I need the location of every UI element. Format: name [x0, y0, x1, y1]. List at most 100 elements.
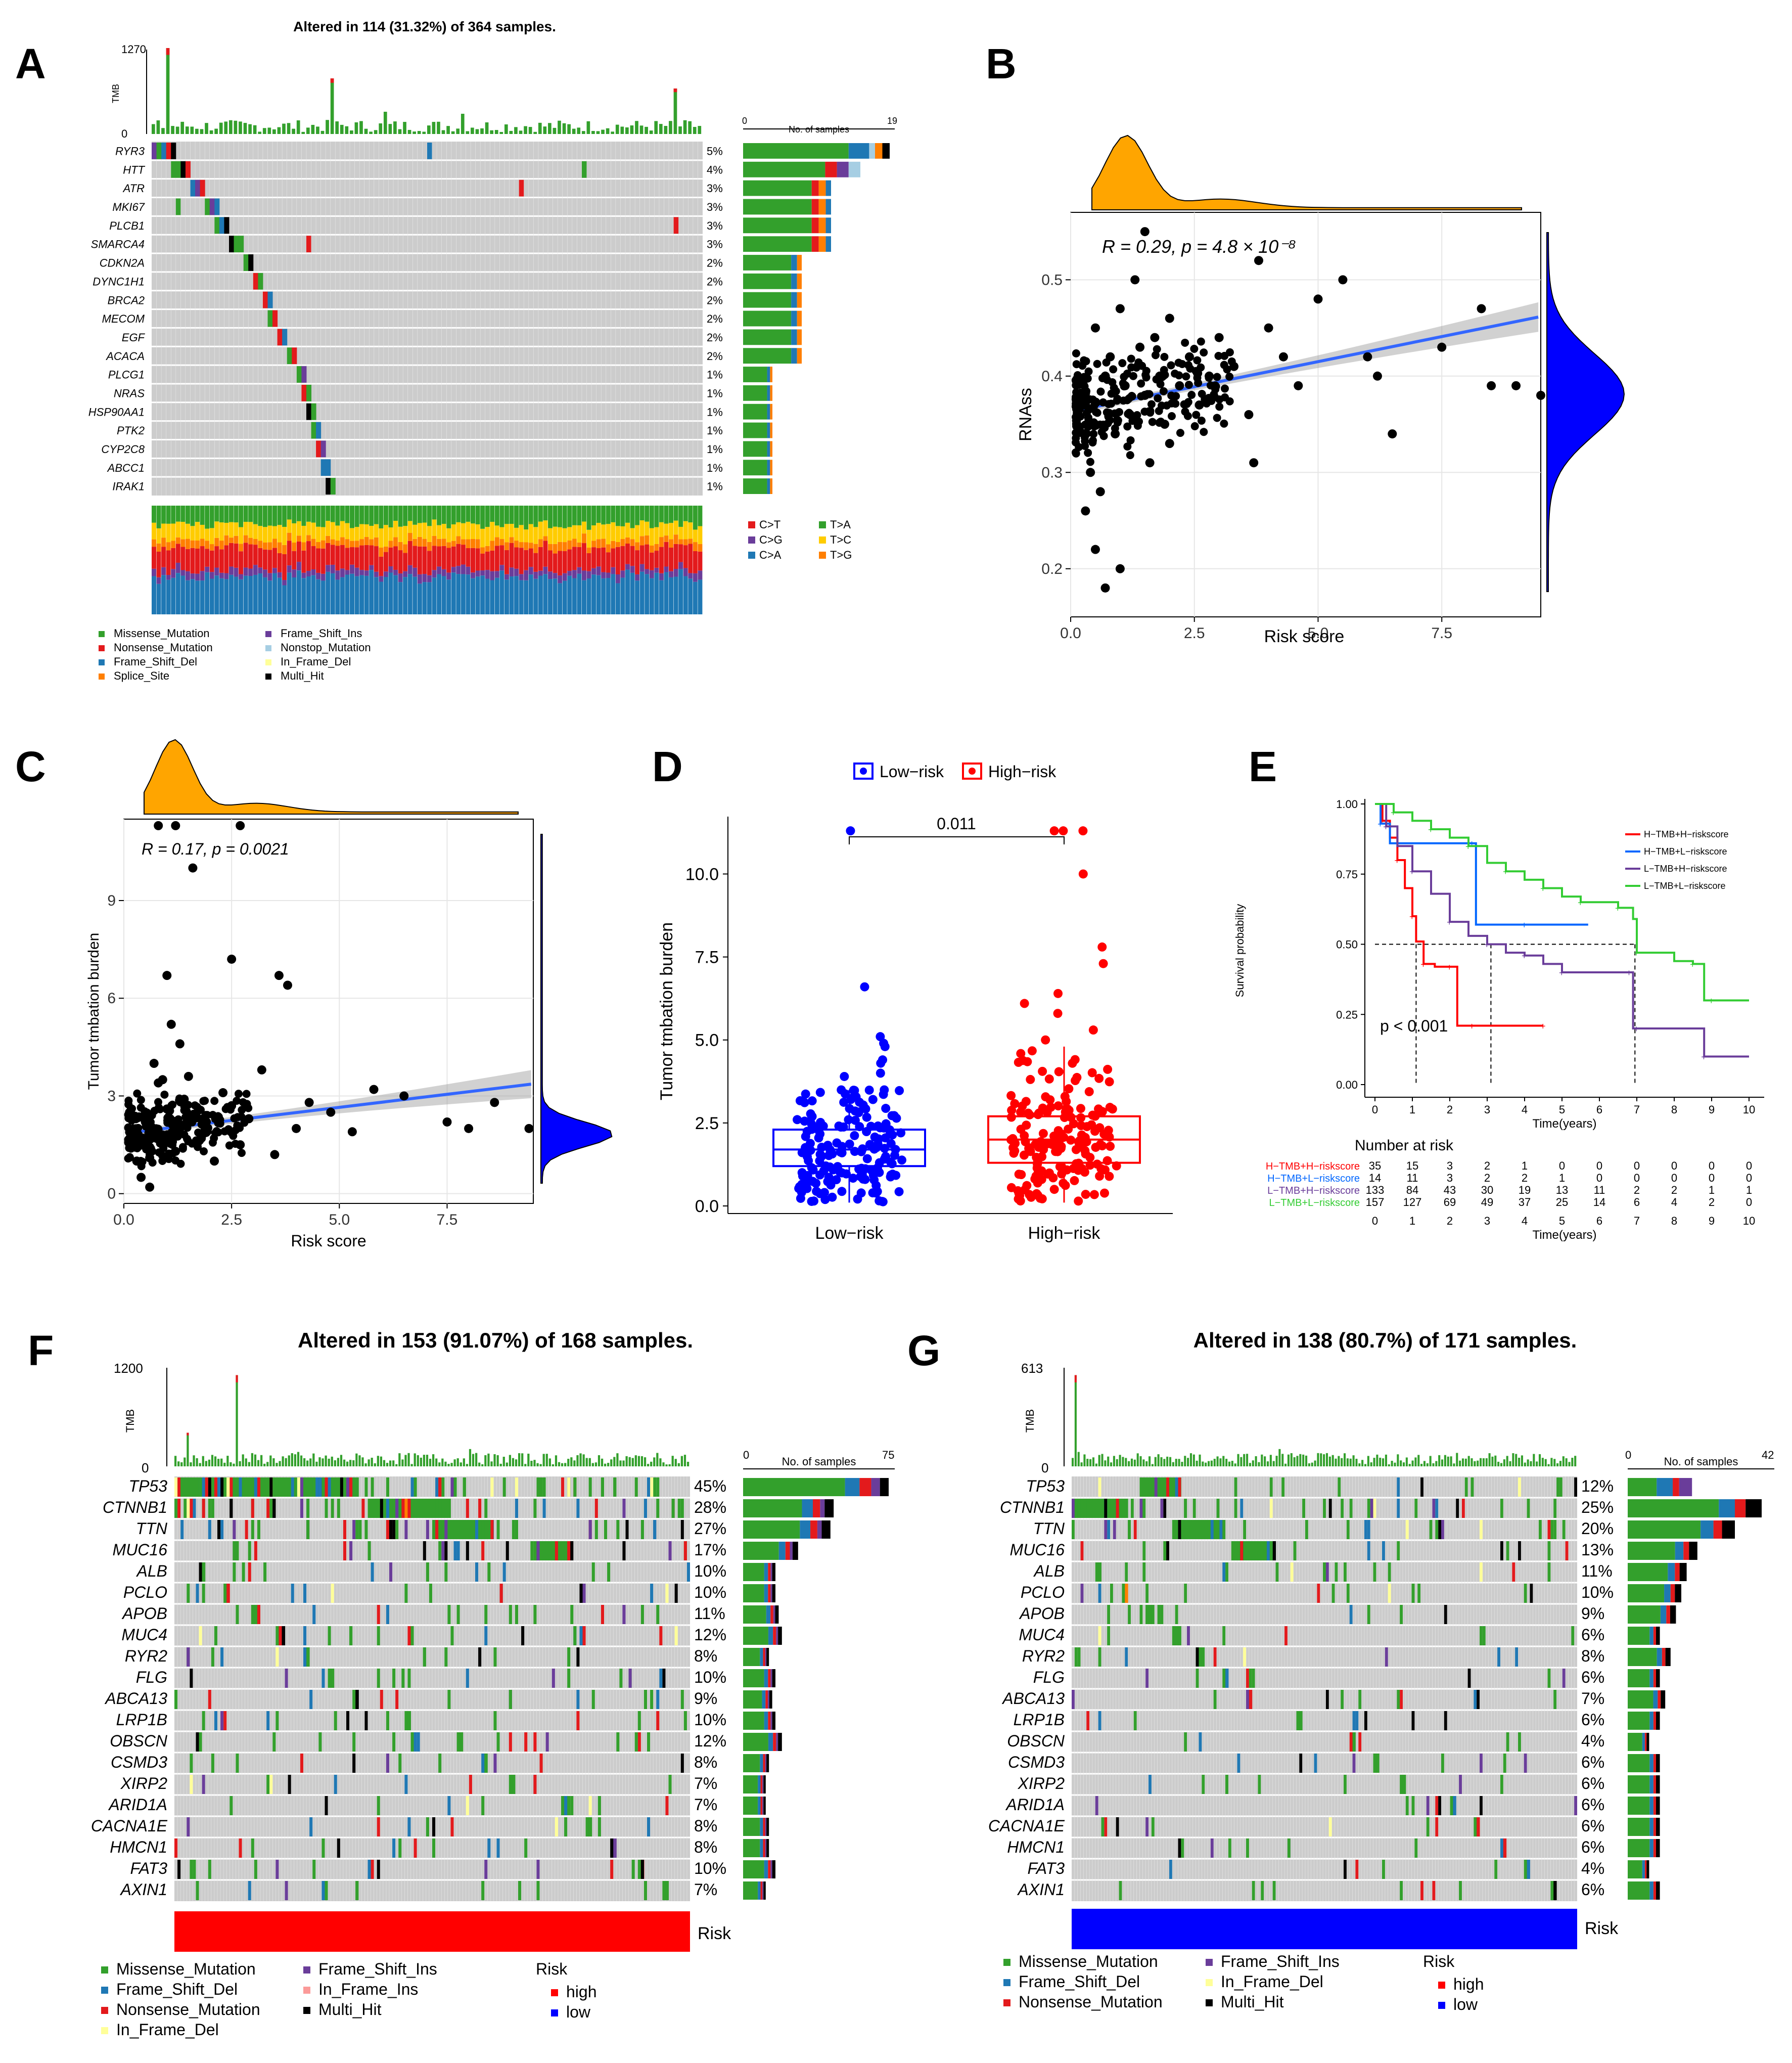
titv-segment: [480, 547, 485, 554]
mutation-cell: [1258, 1541, 1261, 1560]
mutation-cell: [343, 1477, 346, 1497]
panel-c: C R = 0.17, p = 0.0021 0.0 2.5 5.0 7.5 0369…: [15, 739, 613, 1250]
mutation-cell: [545, 1541, 549, 1560]
tmb-bar: [604, 1463, 607, 1466]
tmb-bar: [1305, 1455, 1308, 1466]
scatter-point: [1214, 333, 1224, 342]
sample-bar-segment: [1719, 1499, 1735, 1517]
variant-legend-swatch: [265, 674, 271, 680]
tmb-bar: [1503, 1459, 1505, 1466]
mutation-cell: [1148, 1477, 1152, 1497]
box-point: [1064, 1125, 1073, 1134]
sample-bar-segment: [825, 217, 831, 234]
mutation-cell: [228, 236, 235, 253]
tmb-bar: [552, 1464, 555, 1466]
scatter-point: [1109, 365, 1118, 374]
tmb-bar: [1210, 1460, 1213, 1466]
tmb-bar: [582, 1454, 585, 1466]
mutation-cell: [328, 1626, 331, 1645]
tmb-bar: [1432, 1463, 1435, 1466]
scatter-point: [1198, 390, 1206, 398]
tmb-bar: [260, 1455, 263, 1466]
mutation-cell: [380, 1499, 384, 1518]
mutation-cell: [410, 1732, 414, 1752]
titv-segment: [330, 573, 335, 614]
mutation-cell: [185, 161, 191, 178]
titv-segment: [239, 544, 244, 552]
mutation-cell: [1166, 1541, 1169, 1560]
scatter-point: [124, 1114, 133, 1123]
box-point: [812, 1187, 821, 1196]
box-point: [1049, 1185, 1059, 1194]
mutation-cell: [496, 1520, 500, 1539]
tmb-bar: [272, 129, 276, 134]
tmb-bar: [1095, 1463, 1097, 1466]
tmb-bar: [1266, 1461, 1269, 1466]
titv-segment: [287, 541, 292, 566]
tmb-bar: [1335, 1458, 1337, 1466]
sample-bar-segment: [1658, 1690, 1661, 1709]
mutation-cell: [404, 1711, 408, 1730]
gene-label-tp53: TP53: [1026, 1477, 1065, 1495]
mutation-cell: [656, 1477, 660, 1497]
scatter-point: [1192, 411, 1201, 419]
tmb-bar: [377, 1456, 379, 1466]
mutation-cell: [202, 1711, 205, 1730]
titv-segment: [562, 573, 567, 581]
panel-a-bars-label: No. of samples: [789, 124, 849, 134]
box-outlier: [1053, 989, 1063, 998]
titv-segment: [427, 582, 432, 614]
titv-segment: [509, 576, 514, 614]
scatter-point: [1128, 417, 1137, 425]
mutation-cell: [1497, 1647, 1500, 1667]
box-outlier: [880, 1042, 890, 1051]
tmb-bar: [1441, 1459, 1444, 1466]
tmb-bar: [1187, 1458, 1189, 1466]
scatter-point: [257, 1065, 266, 1074]
mutation-cell: [1172, 1626, 1176, 1645]
tmb-bar: [494, 130, 498, 134]
tmb-bar: [413, 1453, 416, 1466]
panel-e-yticks: 0.000.250.500.751.00: [1336, 798, 1365, 1091]
titv-segment: [277, 542, 282, 553]
mutation-cell: [1426, 1817, 1430, 1836]
titv-segment: [669, 571, 674, 577]
mutation-cell: [1072, 1690, 1075, 1709]
titv-segment: [243, 535, 248, 543]
mutation-cell: [316, 440, 321, 458]
mutation-cell: [352, 1732, 356, 1752]
titv-segment: [683, 576, 688, 614]
titv-segment: [369, 539, 374, 546]
scatter-point: [1388, 429, 1397, 439]
titv-segment: [209, 544, 214, 551]
titv-segment: [209, 550, 214, 572]
scatter-point: [158, 1156, 167, 1165]
titv-segment: [683, 568, 688, 576]
titv-segment: [350, 541, 354, 548]
tmb-bar: [200, 129, 204, 134]
titv-segment: [654, 544, 659, 551]
sample-bar-segment: [882, 143, 890, 159]
sample-bar-segment: [773, 1733, 776, 1751]
titv-segment: [562, 528, 567, 543]
titv-segment: [330, 545, 335, 565]
tmb-bar: [404, 1455, 407, 1466]
risk-x-tick-label: 1: [1409, 1215, 1415, 1227]
scatter-point: [136, 1096, 145, 1104]
scatter-point: [1159, 387, 1168, 395]
mutation-cell: [435, 1499, 439, 1518]
tmb-bar: [398, 1453, 401, 1466]
scatter-point: [1220, 384, 1229, 393]
titv-segment: [340, 568, 345, 577]
panel-d-boxes: [772, 826, 1141, 1206]
panel-a-title: Altered in 114 (31.32%) of 364 samples.: [293, 19, 556, 34]
sample-bar-segment: [765, 1839, 767, 1857]
gene-pct-brca2: 2%: [707, 294, 723, 306]
sample-bar-segment: [1656, 1627, 1660, 1645]
gene-label-xirp2: XIRP2: [1018, 1774, 1065, 1792]
risk-cell: 11: [1594, 1184, 1605, 1196]
tmb-bar: [475, 129, 479, 134]
tmb-bar: [512, 1458, 515, 1466]
tmb-bar: [1420, 1464, 1423, 1466]
tmb-bar: [320, 130, 325, 134]
